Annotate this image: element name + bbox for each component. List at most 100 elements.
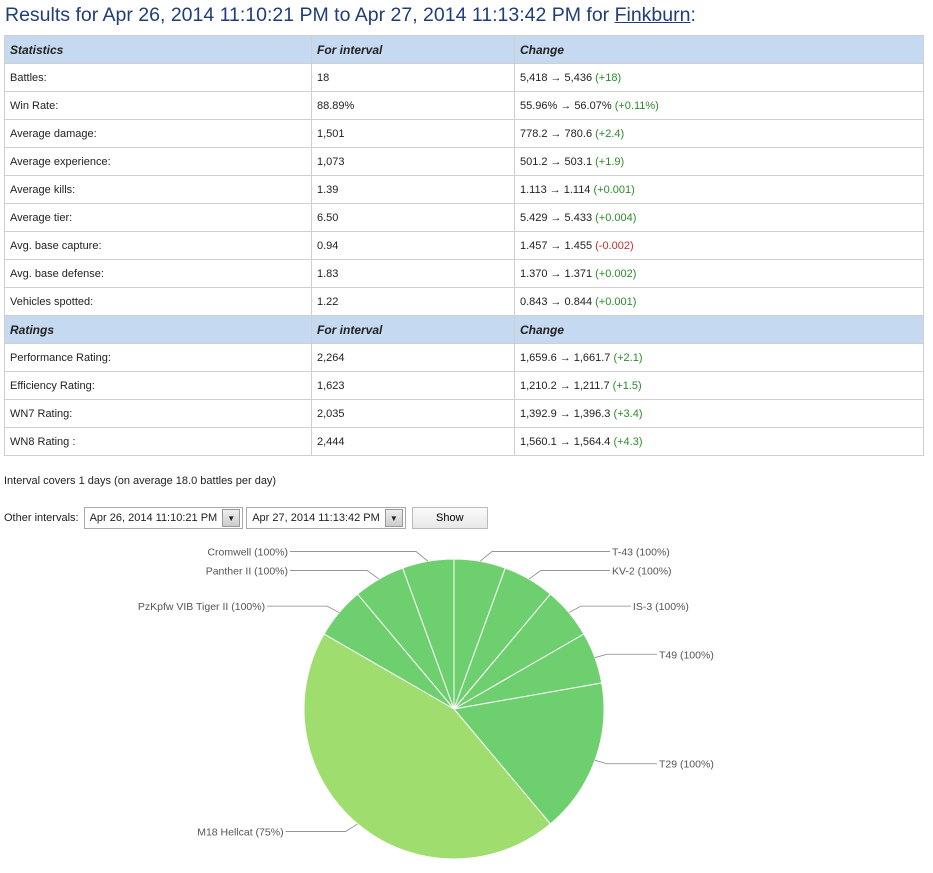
- pie-label-connector: [285, 823, 358, 832]
- pie-slice-label: T29 (100%): [659, 759, 714, 771]
- arrow-right-icon: →: [559, 379, 571, 392]
- pie-label-connector: [290, 551, 429, 562]
- arrow-right-icon: →: [559, 407, 571, 420]
- delta-value: (+0.004): [595, 211, 637, 224]
- other-intervals: Other intervals: Apr 26, 2014 11:10:21 P…: [4, 507, 488, 529]
- row-label: Vehicles spotted:: [4, 287, 312, 316]
- arrow-right-icon: →: [550, 155, 562, 168]
- row-label: WN8 Rating :: [4, 427, 312, 456]
- table-row: Vehicles spotted: 1.22 0.843 → 0.844 (+0.001…: [4, 287, 924, 316]
- column-header: For interval: [311, 35, 515, 64]
- interval-value: 0.94: [311, 231, 515, 260]
- interval-note: Interval covers 1 days (on average 18.0 …: [4, 475, 277, 487]
- change-value: 1.457 → 1.455 (-0.002): [514, 231, 924, 260]
- delta-value: (-0.002): [595, 239, 634, 252]
- column-header: Statistics: [4, 35, 312, 64]
- table-row: WN7 Rating: 2,035 1,392.9 → 1,396.3 (+3.4): [4, 399, 924, 428]
- row-label: WN7 Rating:: [4, 399, 312, 428]
- row-label: Performance Rating:: [4, 343, 312, 372]
- pie-slice-label: T49 (100%): [659, 649, 714, 661]
- change-value: 1,560.1 → 1,564.4 (+4.3): [514, 427, 924, 456]
- change-value: 1,659.6 → 1,661.7 (+2.1): [514, 343, 924, 372]
- ratings-header-row: Ratings For interval Change: [4, 315, 924, 344]
- interval-value: 88.89%: [311, 91, 515, 120]
- table-row: Average damage: 1,501 778.2 → 780.6 (+2.4): [4, 119, 924, 148]
- pie-label-connector: [528, 570, 610, 580]
- pie-slice-label: T-43 (100%): [612, 546, 670, 558]
- table-row: Avg. base defense: 1.83 1.370 → 1.371 (+0.00…: [4, 259, 924, 288]
- interval-value: 2,264: [311, 343, 515, 372]
- vehicle-pie-chart: T-43 (100%) KV-2 (100%) IS-3 (100%) T49 (10…: [138, 546, 714, 860]
- table-row: Win Rate: 88.89% 55.96% → 56.07% (+0.11%): [4, 91, 924, 120]
- change-value: 55.96% → 56.07% (+0.11%): [514, 91, 924, 120]
- table-row: Performance Rating: 2,264 1,659.6 → 1,661.7 …: [4, 343, 924, 372]
- change-value: 501.2 → 503.1 (+1.9): [514, 147, 924, 176]
- player-link[interactable]: Finkburn: [614, 4, 691, 26]
- arrow-right-icon: →: [550, 127, 562, 140]
- row-label: Average tier:: [4, 203, 312, 232]
- pie-slice-label: Panther II (100%): [206, 565, 288, 577]
- change-value: 1.113 → 1.114 (+0.001): [514, 175, 924, 204]
- stats-table: Statistics For interval Change Battles: 18 5,…: [4, 35, 924, 456]
- arrow-right-icon: →: [550, 211, 562, 224]
- pie-label-connector: [267, 605, 340, 613]
- change-value: 0.843 → 0.844 (+0.001): [514, 287, 924, 316]
- pie-slice-label: M18 Hellcat (75%): [197, 827, 283, 839]
- pie-slice[interactable]: [402, 558, 455, 710]
- pie-slice-label: KV-2 (100%): [612, 565, 672, 577]
- delta-value: (+0.11%): [614, 99, 659, 112]
- arrow-right-icon: →: [550, 71, 562, 84]
- column-header: Change: [514, 35, 924, 64]
- interval-value: 2,444: [311, 427, 515, 456]
- interval-value: 1,623: [311, 371, 515, 400]
- arrow-right-icon: →: [560, 99, 572, 112]
- row-label: Average kills:: [4, 175, 312, 204]
- pie-label-connector: [568, 605, 631, 613]
- delta-value: (+1.9): [595, 155, 625, 168]
- chevron-down-icon[interactable]: ▼: [384, 509, 403, 527]
- table-row: Average experience: 1,073 501.2 → 503.1 (+1.…: [4, 147, 924, 176]
- change-value: 1,210.2 → 1,211.7 (+1.5): [514, 371, 924, 400]
- pie-label-connector: [594, 759, 657, 765]
- delta-value: (+0.001): [593, 183, 635, 196]
- chevron-down-icon[interactable]: ▼: [222, 509, 241, 527]
- pie-label-connector: [290, 570, 380, 580]
- arrow-right-icon: →: [559, 351, 571, 364]
- interval-value: 1.39: [311, 175, 515, 204]
- row-label: Average damage:: [4, 119, 312, 148]
- delta-value: (+0.001): [595, 295, 637, 308]
- interval-value: 1.22: [311, 287, 515, 316]
- to-interval-select[interactable]: Apr 27, 2014 11:13:42 PM ▼: [246, 507, 406, 529]
- interval-value: 18: [311, 63, 515, 92]
- pie-slice-label: Cromwell (100%): [207, 546, 288, 558]
- table-row: Efficiency Rating: 1,623 1,210.2 → 1,211.7 (…: [4, 371, 924, 400]
- show-button[interactable]: Show: [411, 507, 488, 529]
- column-header: Change: [514, 315, 924, 344]
- row-label: Efficiency Rating:: [4, 371, 312, 400]
- interval-value: 1.83: [311, 259, 515, 288]
- arrow-right-icon: →: [550, 295, 562, 308]
- table-row: WN8 Rating :2,444 1,560.1 → 1,564.4 (+4.3): [4, 427, 924, 456]
- row-label: Win Rate:: [4, 91, 312, 120]
- change-value: 1.370 → 1.371 (+0.002): [514, 259, 924, 288]
- statistics-header-row: Statistics For interval Change: [4, 35, 924, 64]
- pie-label-connector: [479, 551, 610, 562]
- delta-value: (+4.3): [613, 435, 643, 448]
- change-value: 5,418 → 5,436 (+18): [514, 63, 924, 92]
- column-header: For interval: [311, 315, 515, 344]
- delta-value: (+1.5): [612, 379, 642, 392]
- pie-slice-label: PzKpfw VIB Tiger II (100%): [138, 601, 265, 613]
- table-row: Battles: 18 5,418 → 5,436 (+18): [4, 63, 924, 92]
- pie-slice[interactable]: [453, 682, 605, 825]
- delta-value: (+0.002): [595, 267, 637, 280]
- column-header: Ratings: [4, 315, 312, 344]
- table-row: Avg. base capture: 0.94 1.457 → 1.455 (-0.00…: [4, 231, 924, 260]
- row-label: Average experience:: [4, 147, 312, 176]
- page-title: Results for Apr 26, 2014 11:10:21 PM to …: [5, 4, 696, 26]
- interval-value: 1,073: [311, 147, 515, 176]
- from-interval-select[interactable]: Apr 26, 2014 11:10:21 PM ▼: [83, 507, 244, 529]
- change-value: 1,392.9 → 1,396.3 (+3.4): [514, 399, 924, 428]
- delta-value: (+2.1): [613, 351, 643, 364]
- pie-label-connector: [594, 653, 657, 659]
- arrow-right-icon: →: [549, 183, 561, 196]
